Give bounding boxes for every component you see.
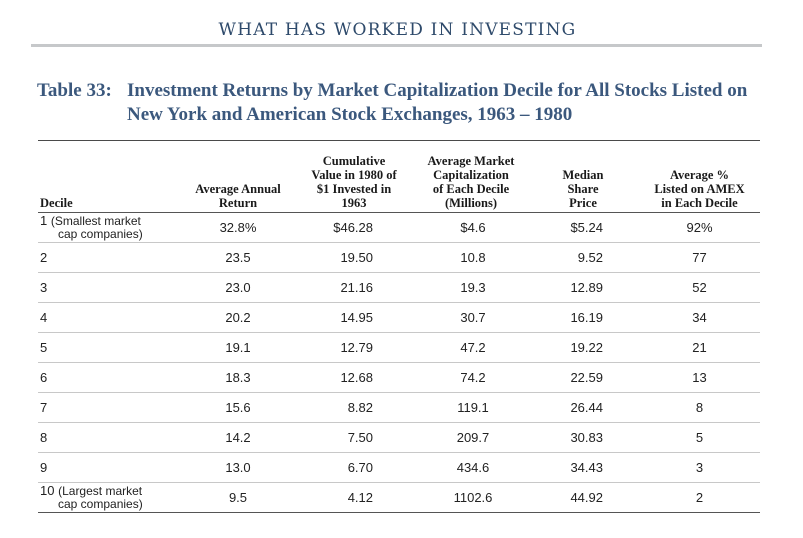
table-row: 2 23.5 19.50 10.8 9.52 77 [38,242,760,273]
cell-avg-return: 9.5 [183,482,293,513]
cell-market-cap: 74.2 [415,362,527,393]
cell-cumulative: 12.68 [293,362,415,393]
cell-avg-return: 19.1 [183,332,293,363]
cell-cumulative: 7.50 [293,422,415,453]
cell-avg-return: 13.0 [183,452,293,483]
table-top-rule [38,140,760,141]
cell-cumulative: 14.95 [293,302,415,333]
cell-market-cap: 119.1 [415,392,527,423]
cell-amex: 8 [639,392,760,423]
table-row: 7 15.6 8.82 119.1 26.44 8 [38,392,760,423]
cell-median-price: 9.52 [527,242,639,273]
cell-market-cap: 209.7 [415,422,527,453]
cell-market-cap: $4.6 [415,212,527,243]
table-row: 9 13.0 6.70 434.6 34.43 3 [38,452,760,483]
cell-median-price: 30.83 [527,422,639,453]
cell-amex: 13 [639,362,760,393]
table-number: Table 33: [37,80,112,101]
cell-cumulative: 6.70 [293,452,415,483]
cell-amex: 92% [639,212,760,243]
decile-number: 1 [40,213,48,228]
cell-amex: 34 [639,302,760,333]
cell-avg-return: 32.8% [183,212,293,243]
table-row: 1 (Smallest market cap companies) 32.8% $46… [38,212,760,243]
cell-cumulative: 21.16 [293,272,415,303]
header-median-price: Median Share Price [527,148,639,213]
table-row: 6 18.3 12.68 74.2 22.59 13 [38,362,760,393]
cell-avg-return: 18.3 [183,362,293,393]
decile-label: (Largest market [58,484,143,498]
returns-table: Decile Average Annual Return Cumulative Va… [38,148,760,513]
cell-decile: 2 [38,242,183,273]
decile-label: (Smallest market [50,214,141,228]
table-title-line1: Investment Returns by Market Capitalizat… [127,80,748,101]
header-avg-return: Average Annual Return [183,148,293,213]
running-head-rule [31,44,762,47]
cell-median-price: 34.43 [527,452,639,483]
decile-label-cont: cap companies) [58,497,143,511]
header-cumulative: Cumulative Value in 1980 of $1 Invested in… [293,148,415,213]
table-row: 4 20.2 14.95 30.7 16.19 34 [38,302,760,333]
cell-cumulative: 8.82 [293,392,415,423]
table-caption: Table 33: Investment Returns by Market Ca… [37,79,777,127]
cell-cumulative: $46.28 [293,212,415,243]
table-row: 10 (Largest market cap companies) 9.5 4.12 1… [38,482,760,513]
cell-decile: 8 [38,422,183,453]
cell-market-cap: 19.3 [415,272,527,303]
table-row: 8 14.2 7.50 209.7 30.83 5 [38,422,760,453]
cell-amex: 3 [639,452,760,483]
cell-median-price: 16.19 [527,302,639,333]
cell-amex: 2 [639,482,760,513]
cell-cumulative: 4.12 [293,482,415,513]
cell-cumulative: 12.79 [293,332,415,363]
cell-market-cap: 47.2 [415,332,527,363]
cell-median-price: $5.24 [527,212,639,243]
table-title-line2: New York and American Stock Exchanges, 1… [127,104,573,125]
cell-decile: 7 [38,392,183,423]
header-amex: Average % Listed on AMEX in Each Decile [639,148,760,213]
cell-amex: 5 [639,422,760,453]
cell-market-cap: 434.6 [415,452,527,483]
decile-number: 10 [40,483,55,498]
cell-decile: 6 [38,362,183,393]
cell-market-cap: 10.8 [415,242,527,273]
cell-amex: 77 [639,242,760,273]
cell-avg-return: 20.2 [183,302,293,333]
cell-decile: 5 [38,332,183,363]
cell-decile: 1 (Smallest market cap companies) [38,212,183,243]
cell-amex: 52 [639,272,760,303]
cell-avg-return: 15.6 [183,392,293,423]
cell-median-price: 22.59 [527,362,639,393]
cell-decile: 10 (Largest market cap companies) [38,482,183,513]
header-row: Decile Average Annual Return Cumulative Va… [38,148,760,213]
table-row: 5 19.1 12.79 47.2 19.22 21 [38,332,760,363]
cell-decile: 3 [38,272,183,303]
cell-cumulative: 19.50 [293,242,415,273]
cell-market-cap: 1102.6 [415,482,527,513]
cell-avg-return: 14.2 [183,422,293,453]
cell-median-price: 26.44 [527,392,639,423]
table-row: 3 23.0 21.16 19.3 12.89 52 [38,272,760,303]
cell-amex: 21 [639,332,760,363]
cell-median-price: 19.22 [527,332,639,363]
running-head: WHAT HAS WORKED IN INVESTING [218,20,577,40]
cell-avg-return: 23.5 [183,242,293,273]
cell-market-cap: 30.7 [415,302,527,333]
cell-median-price: 12.89 [527,272,639,303]
cell-median-price: 44.92 [527,482,639,513]
header-decile: Decile [38,148,183,213]
cell-decile: 4 [38,302,183,333]
header-market-cap: Average Market Capitalization of Each Deci… [415,148,527,213]
cell-decile: 9 [38,452,183,483]
decile-label-cont: cap companies) [58,227,143,241]
cell-avg-return: 23.0 [183,272,293,303]
